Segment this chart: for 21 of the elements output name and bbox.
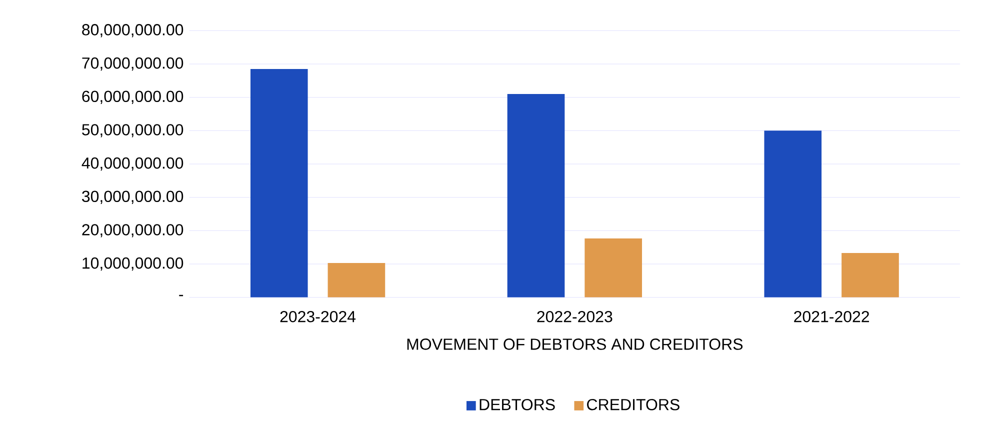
legend-label: CREDITORS xyxy=(587,398,680,410)
bar xyxy=(584,238,642,298)
x-tick-label: 2022-2023 xyxy=(537,310,612,322)
y-tick-label: 80,000,000.00 xyxy=(82,24,184,38)
x-axis-title: MOVEMENT OF DEBTORS AND CREDITORS xyxy=(407,338,743,350)
y-tick-label: 70,000,000.00 xyxy=(82,57,184,71)
x-tick-label: 2023-2024 xyxy=(280,310,356,322)
bar xyxy=(507,94,565,298)
bar xyxy=(842,253,899,298)
y-tick-label: 30,000,000.00 xyxy=(82,190,184,204)
y-tick-label: 10,000,000.00 xyxy=(82,257,184,271)
y-tick-label: 60,000,000.00 xyxy=(82,90,184,104)
bar xyxy=(328,263,386,298)
y-tick-label: 40,000,000.00 xyxy=(82,157,184,171)
bar xyxy=(250,68,308,298)
legend-label: DEBTORS xyxy=(480,398,555,410)
y-tick-label: - xyxy=(179,294,184,296)
y-tick-label: 20,000,000.00 xyxy=(82,224,184,238)
x-tick-label: 2021-2022 xyxy=(794,310,869,322)
y-tick-label: 50,000,000.00 xyxy=(82,124,184,138)
bar xyxy=(764,130,822,298)
